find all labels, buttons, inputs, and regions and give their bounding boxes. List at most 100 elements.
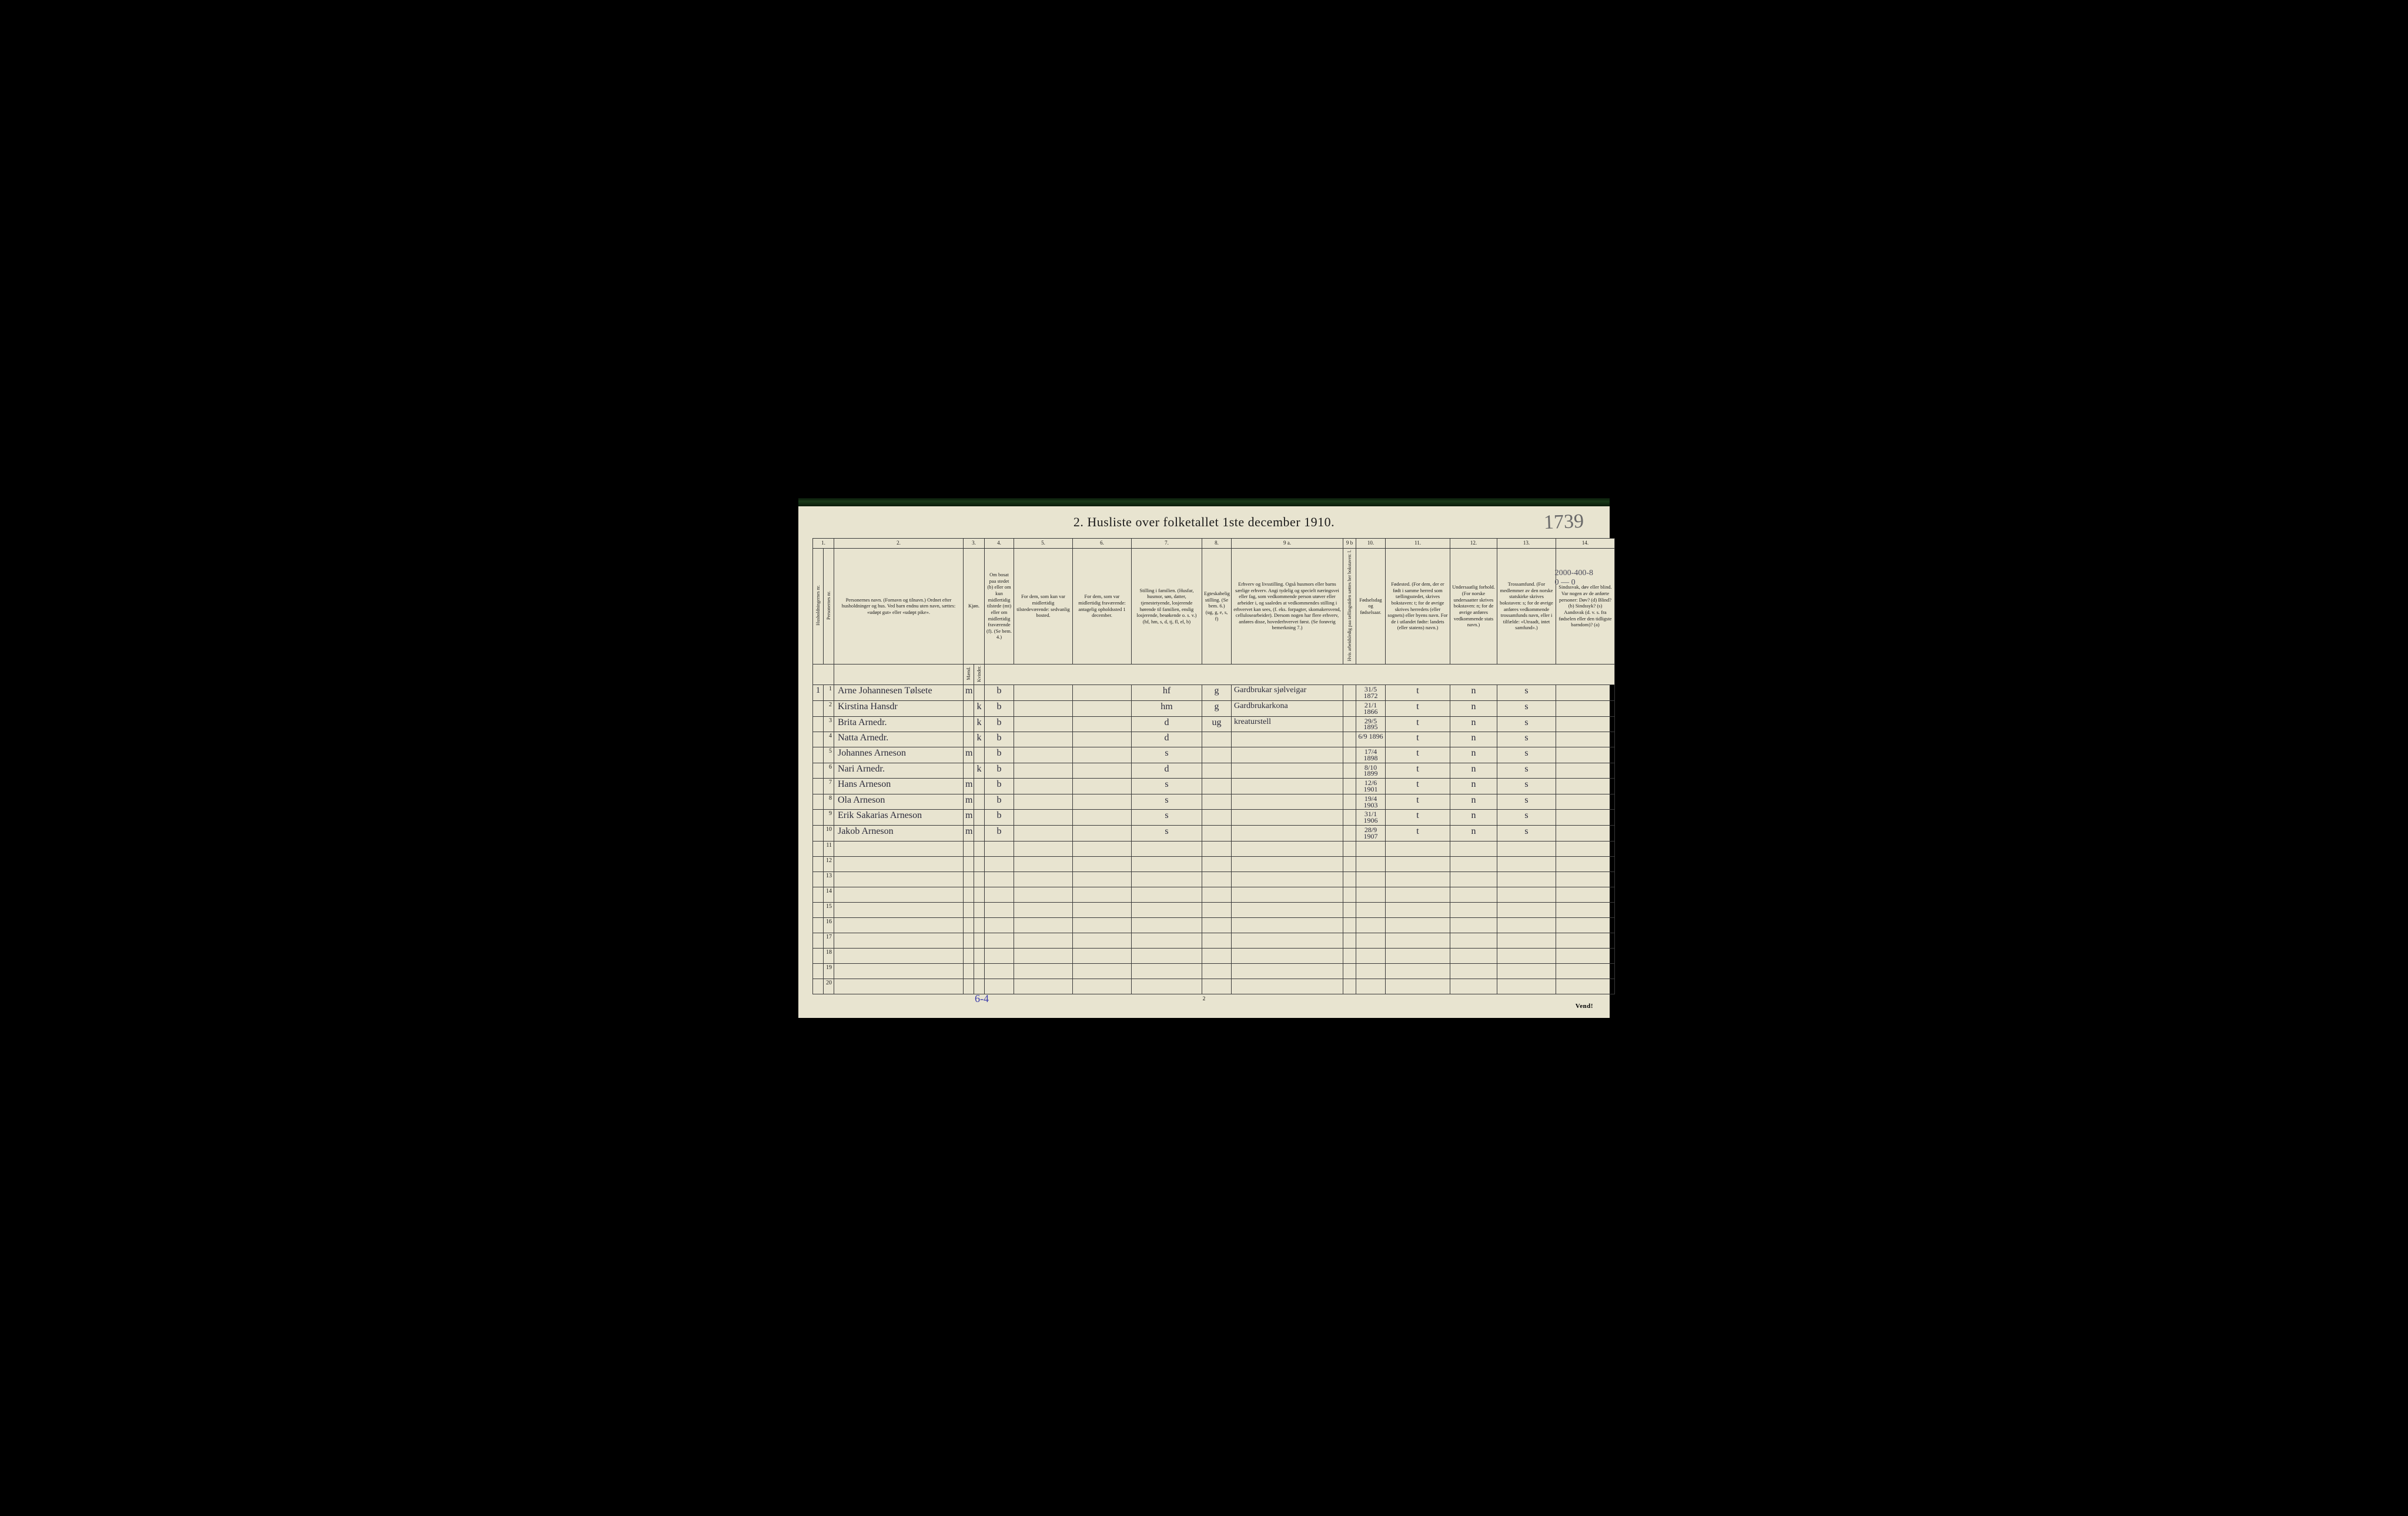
table-row: 19 (813, 963, 1615, 979)
table-cell (1556, 917, 1615, 933)
colnum-11: 11. (1386, 539, 1450, 548)
table-cell (1232, 933, 1343, 948)
table-cell: 8 (824, 794, 834, 810)
table-cell (1497, 948, 1556, 963)
table-cell (1202, 747, 1232, 763)
table-cell (1556, 747, 1615, 763)
table-cell (1386, 856, 1450, 871)
table-cell (1132, 948, 1202, 963)
table-cell (985, 979, 1014, 994)
table-cell (985, 871, 1014, 887)
table-cell (1556, 794, 1615, 810)
table-cell (974, 948, 985, 963)
table-cell (1497, 902, 1556, 917)
table-cell: d (1132, 763, 1202, 779)
table-cell: n (1450, 685, 1497, 701)
table-cell (974, 871, 985, 887)
table-cell (1386, 917, 1450, 933)
table-cell (1556, 841, 1615, 856)
table-cell (1343, 887, 1356, 902)
table-cell: t (1386, 700, 1450, 716)
corner-annotation: 2000-400-8 0 — 0 (1555, 569, 1593, 587)
table-cell (813, 948, 824, 963)
table-cell (1386, 979, 1450, 994)
table-row: 18 (813, 948, 1615, 963)
header-name: Personernes navn. (Fornavn og tilnavn.) … (834, 548, 964, 664)
table-cell: Erik Sakarias Arneson (834, 810, 964, 826)
table-cell (834, 979, 964, 994)
table-cell (1014, 747, 1073, 763)
table-cell: Kirstina Hansdr (834, 700, 964, 716)
table-cell: 4 (824, 732, 834, 747)
table-cell: b (985, 810, 1014, 826)
table-cell (1343, 716, 1356, 732)
colnum-4: 4. (985, 539, 1014, 548)
header-person-nr: Personernes nr. (824, 548, 834, 664)
table-cell (1073, 826, 1132, 842)
table-cell: 11 (824, 841, 834, 856)
header-family-position: Stilling i familien. (Husfar, husmor, sø… (1132, 548, 1202, 664)
table-cell (1343, 810, 1356, 826)
table-cell (1497, 887, 1556, 902)
table-cell (1202, 810, 1232, 826)
table-cell: n (1450, 826, 1497, 842)
table-cell (985, 887, 1014, 902)
table-cell (1202, 826, 1232, 842)
table-cell (1232, 779, 1343, 794)
sub-blank-1 (813, 664, 834, 685)
table-cell: hf (1132, 685, 1202, 701)
table-cell: k (974, 763, 985, 779)
table-cell: 31/5 1872 (1356, 685, 1386, 701)
table-cell (964, 700, 974, 716)
table-cell (1073, 747, 1132, 763)
table-cell (1343, 700, 1356, 716)
table-cell (1356, 933, 1386, 948)
table-cell (1202, 963, 1232, 979)
table-cell: Arne Johannesen Tølsete (834, 685, 964, 701)
table-cell (1556, 948, 1615, 963)
table-cell (1073, 948, 1132, 963)
table-cell (1497, 979, 1556, 994)
table-cell (1450, 887, 1497, 902)
table-cell (834, 933, 964, 948)
table-cell: kreaturstell (1232, 716, 1343, 732)
table-cell: n (1450, 810, 1497, 826)
table-cell (1450, 917, 1497, 933)
table-cell (1073, 841, 1132, 856)
table-cell: s (1132, 810, 1202, 826)
table-cell: k (974, 700, 985, 716)
table-cell (1356, 979, 1386, 994)
table-cell: m (964, 779, 974, 794)
sub-male: Mænd. (964, 664, 974, 685)
table-cell (1014, 933, 1073, 948)
table-cell: t (1386, 747, 1450, 763)
table-cell (1556, 979, 1615, 994)
table-cell (1450, 841, 1497, 856)
table-cell (813, 963, 824, 979)
table-row: 5Johannes Arnesonmbs17/4 1898tns (813, 747, 1615, 763)
table-cell (1343, 826, 1356, 842)
table-cell (813, 763, 824, 779)
colnum-7: 7. (1132, 539, 1202, 548)
table-cell (1556, 779, 1615, 794)
table-cell: n (1450, 716, 1497, 732)
table-cell (1202, 948, 1232, 963)
table-cell (834, 871, 964, 887)
table-row: 8Ola Arnesonmbs19/4 1903tns (813, 794, 1615, 810)
table-cell (1556, 933, 1615, 948)
table-cell (1450, 856, 1497, 871)
table-cell (1014, 979, 1073, 994)
table-row: 20 (813, 979, 1615, 994)
table-row: 11Arne Johannesen TølsetembhfgGardbrukar… (813, 685, 1615, 701)
table-cell (974, 933, 985, 948)
table-cell: 29/5 1895 (1356, 716, 1386, 732)
table-cell: 7 (824, 779, 834, 794)
table-cell: s (1132, 747, 1202, 763)
table-cell (1073, 871, 1132, 887)
table-cell: n (1450, 747, 1497, 763)
table-cell: 12 (824, 856, 834, 871)
header-birthplace: Fødested. (For dem, der er født i samme … (1386, 548, 1450, 664)
table-cell: 17 (824, 933, 834, 948)
colnum-2: 2. (834, 539, 964, 548)
table-cell (813, 716, 824, 732)
